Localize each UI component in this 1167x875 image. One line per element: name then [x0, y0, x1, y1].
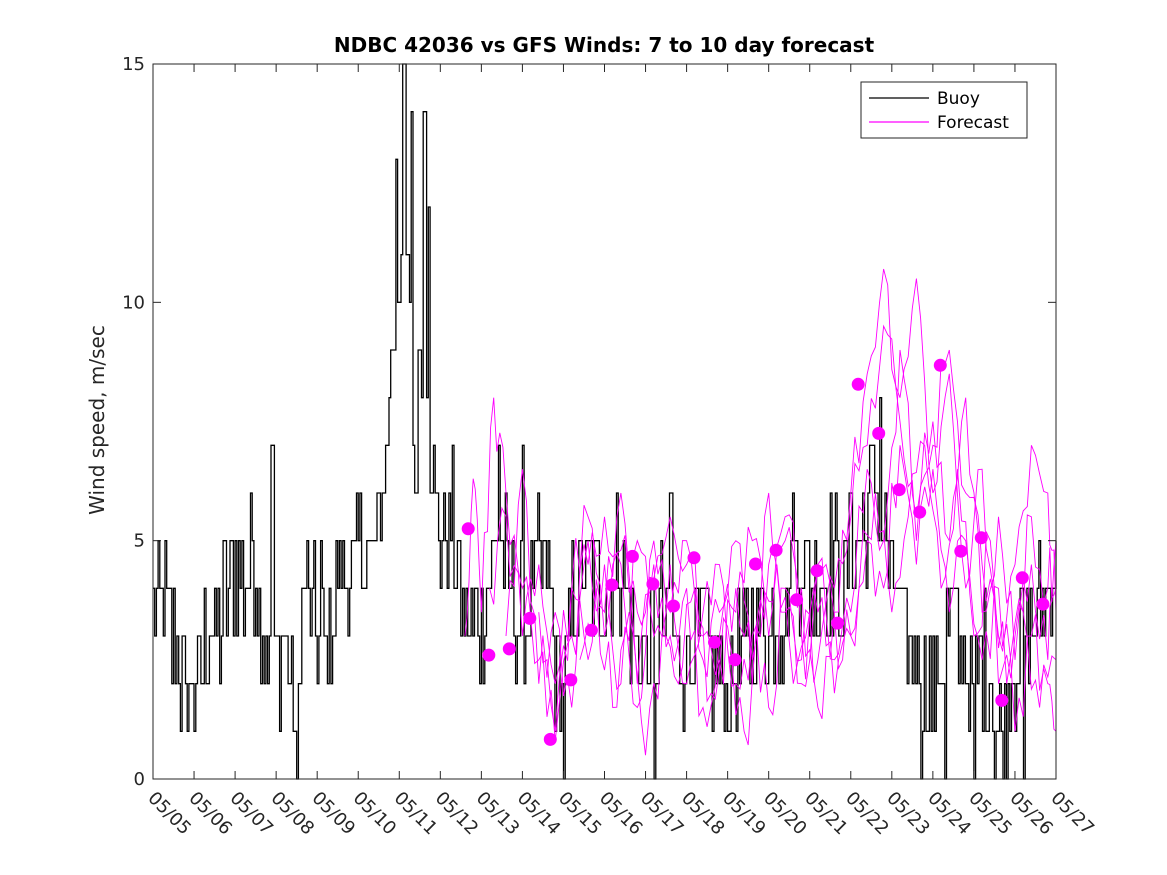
x-tick-label-15: 05/20 — [759, 788, 811, 840]
forecast-line-4 — [538, 445, 1057, 732]
y-tick-label-5: 5 — [134, 531, 145, 552]
plot-area: 05101505/0505/0605/0705/0805/0905/1005/1… — [122, 54, 1098, 839]
x-tick-label-3: 05/08 — [267, 788, 319, 840]
chart-title: NDBC 42036 vs GFS Winds: 7 to 10 day for… — [334, 33, 875, 57]
x-tick-label-20: 05/25 — [964, 788, 1016, 840]
x-tick-label-8: 05/13 — [472, 788, 524, 840]
x-tick-label-4: 05/09 — [308, 788, 360, 840]
x-tick-label-2: 05/07 — [226, 788, 278, 840]
x-tick-label-16: 05/21 — [800, 788, 852, 840]
buoy-series — [153, 63, 1057, 780]
legend: Buoy Forecast — [860, 81, 1028, 139]
forecast-dot-20 — [851, 377, 865, 391]
forecast-dot-4 — [523, 611, 537, 625]
forecast-dot-12 — [687, 551, 701, 565]
forecast-dot-19 — [831, 616, 845, 630]
forecast-dot-9 — [625, 549, 639, 563]
x-tick-label-5: 05/10 — [349, 788, 401, 840]
x-tick-label-1: 05/06 — [185, 788, 237, 840]
y-tick-label-15: 15 — [122, 54, 145, 75]
legend-box — [860, 81, 1028, 139]
forecast-dot-16 — [769, 543, 783, 557]
legend-forecast-label: Forecast — [937, 113, 1009, 133]
x-tick-label-21: 05/26 — [1005, 788, 1057, 840]
forecast-dot-1 — [461, 522, 475, 536]
forecast-dot-23 — [913, 505, 927, 519]
forecast-dots — [461, 358, 1050, 746]
legend-buoy-label: Buoy — [937, 89, 980, 109]
forecast-dot-5 — [543, 732, 557, 746]
forecast-dot-25 — [954, 544, 968, 558]
x-tick-label-10: 05/15 — [554, 788, 606, 840]
x-tick-label-6: 05/11 — [390, 788, 442, 840]
forecast-dot-22 — [892, 483, 906, 497]
x-tick-label-0: 05/05 — [143, 788, 195, 840]
forecast-dot-28 — [1015, 571, 1029, 585]
forecast-dot-7 — [584, 623, 598, 637]
buoy-line — [153, 63, 1057, 780]
x-tick-label-14: 05/19 — [718, 788, 770, 840]
x-tick-label-11: 05/16 — [595, 788, 647, 840]
y-axis-label: Wind speed, m/sec — [85, 325, 109, 515]
x-tick-label-22: 05/27 — [1046, 788, 1098, 840]
x-tick-label-12: 05/17 — [636, 788, 688, 840]
forecast-dot-8 — [605, 578, 619, 592]
y-tick-label-0: 0 — [134, 769, 145, 790]
forecast-dot-11 — [667, 599, 680, 613]
forecast-dot-29 — [1036, 597, 1050, 611]
forecast-dot-21 — [872, 426, 886, 440]
x-tick-label-17: 05/22 — [841, 788, 893, 840]
forecast-dot-27 — [995, 693, 1009, 707]
forecast-dot-2 — [482, 648, 496, 662]
forecast-dot-14 — [728, 653, 742, 667]
plot-background — [153, 64, 1056, 779]
forecast-line-3 — [505, 349, 1057, 727]
x-tick-label-18: 05/23 — [882, 788, 934, 840]
forecast-dot-26 — [974, 531, 988, 545]
forecast-dot-18 — [810, 564, 824, 578]
forecast-dot-24 — [933, 358, 947, 372]
x-tick-label-7: 05/12 — [431, 788, 483, 840]
forecast-dot-17 — [790, 593, 804, 607]
forecast-dot-6 — [564, 673, 578, 687]
forecast-dot-15 — [749, 557, 762, 571]
x-tick-label-9: 05/14 — [513, 788, 565, 840]
forecast-dot-13 — [708, 635, 721, 649]
forecast-dot-10 — [646, 577, 660, 591]
x-tick-label-13: 05/18 — [677, 788, 729, 840]
forecast-dot-3 — [502, 642, 516, 656]
y-tick-label-10: 10 — [122, 292, 145, 313]
x-tick-label-19: 05/24 — [923, 788, 975, 840]
